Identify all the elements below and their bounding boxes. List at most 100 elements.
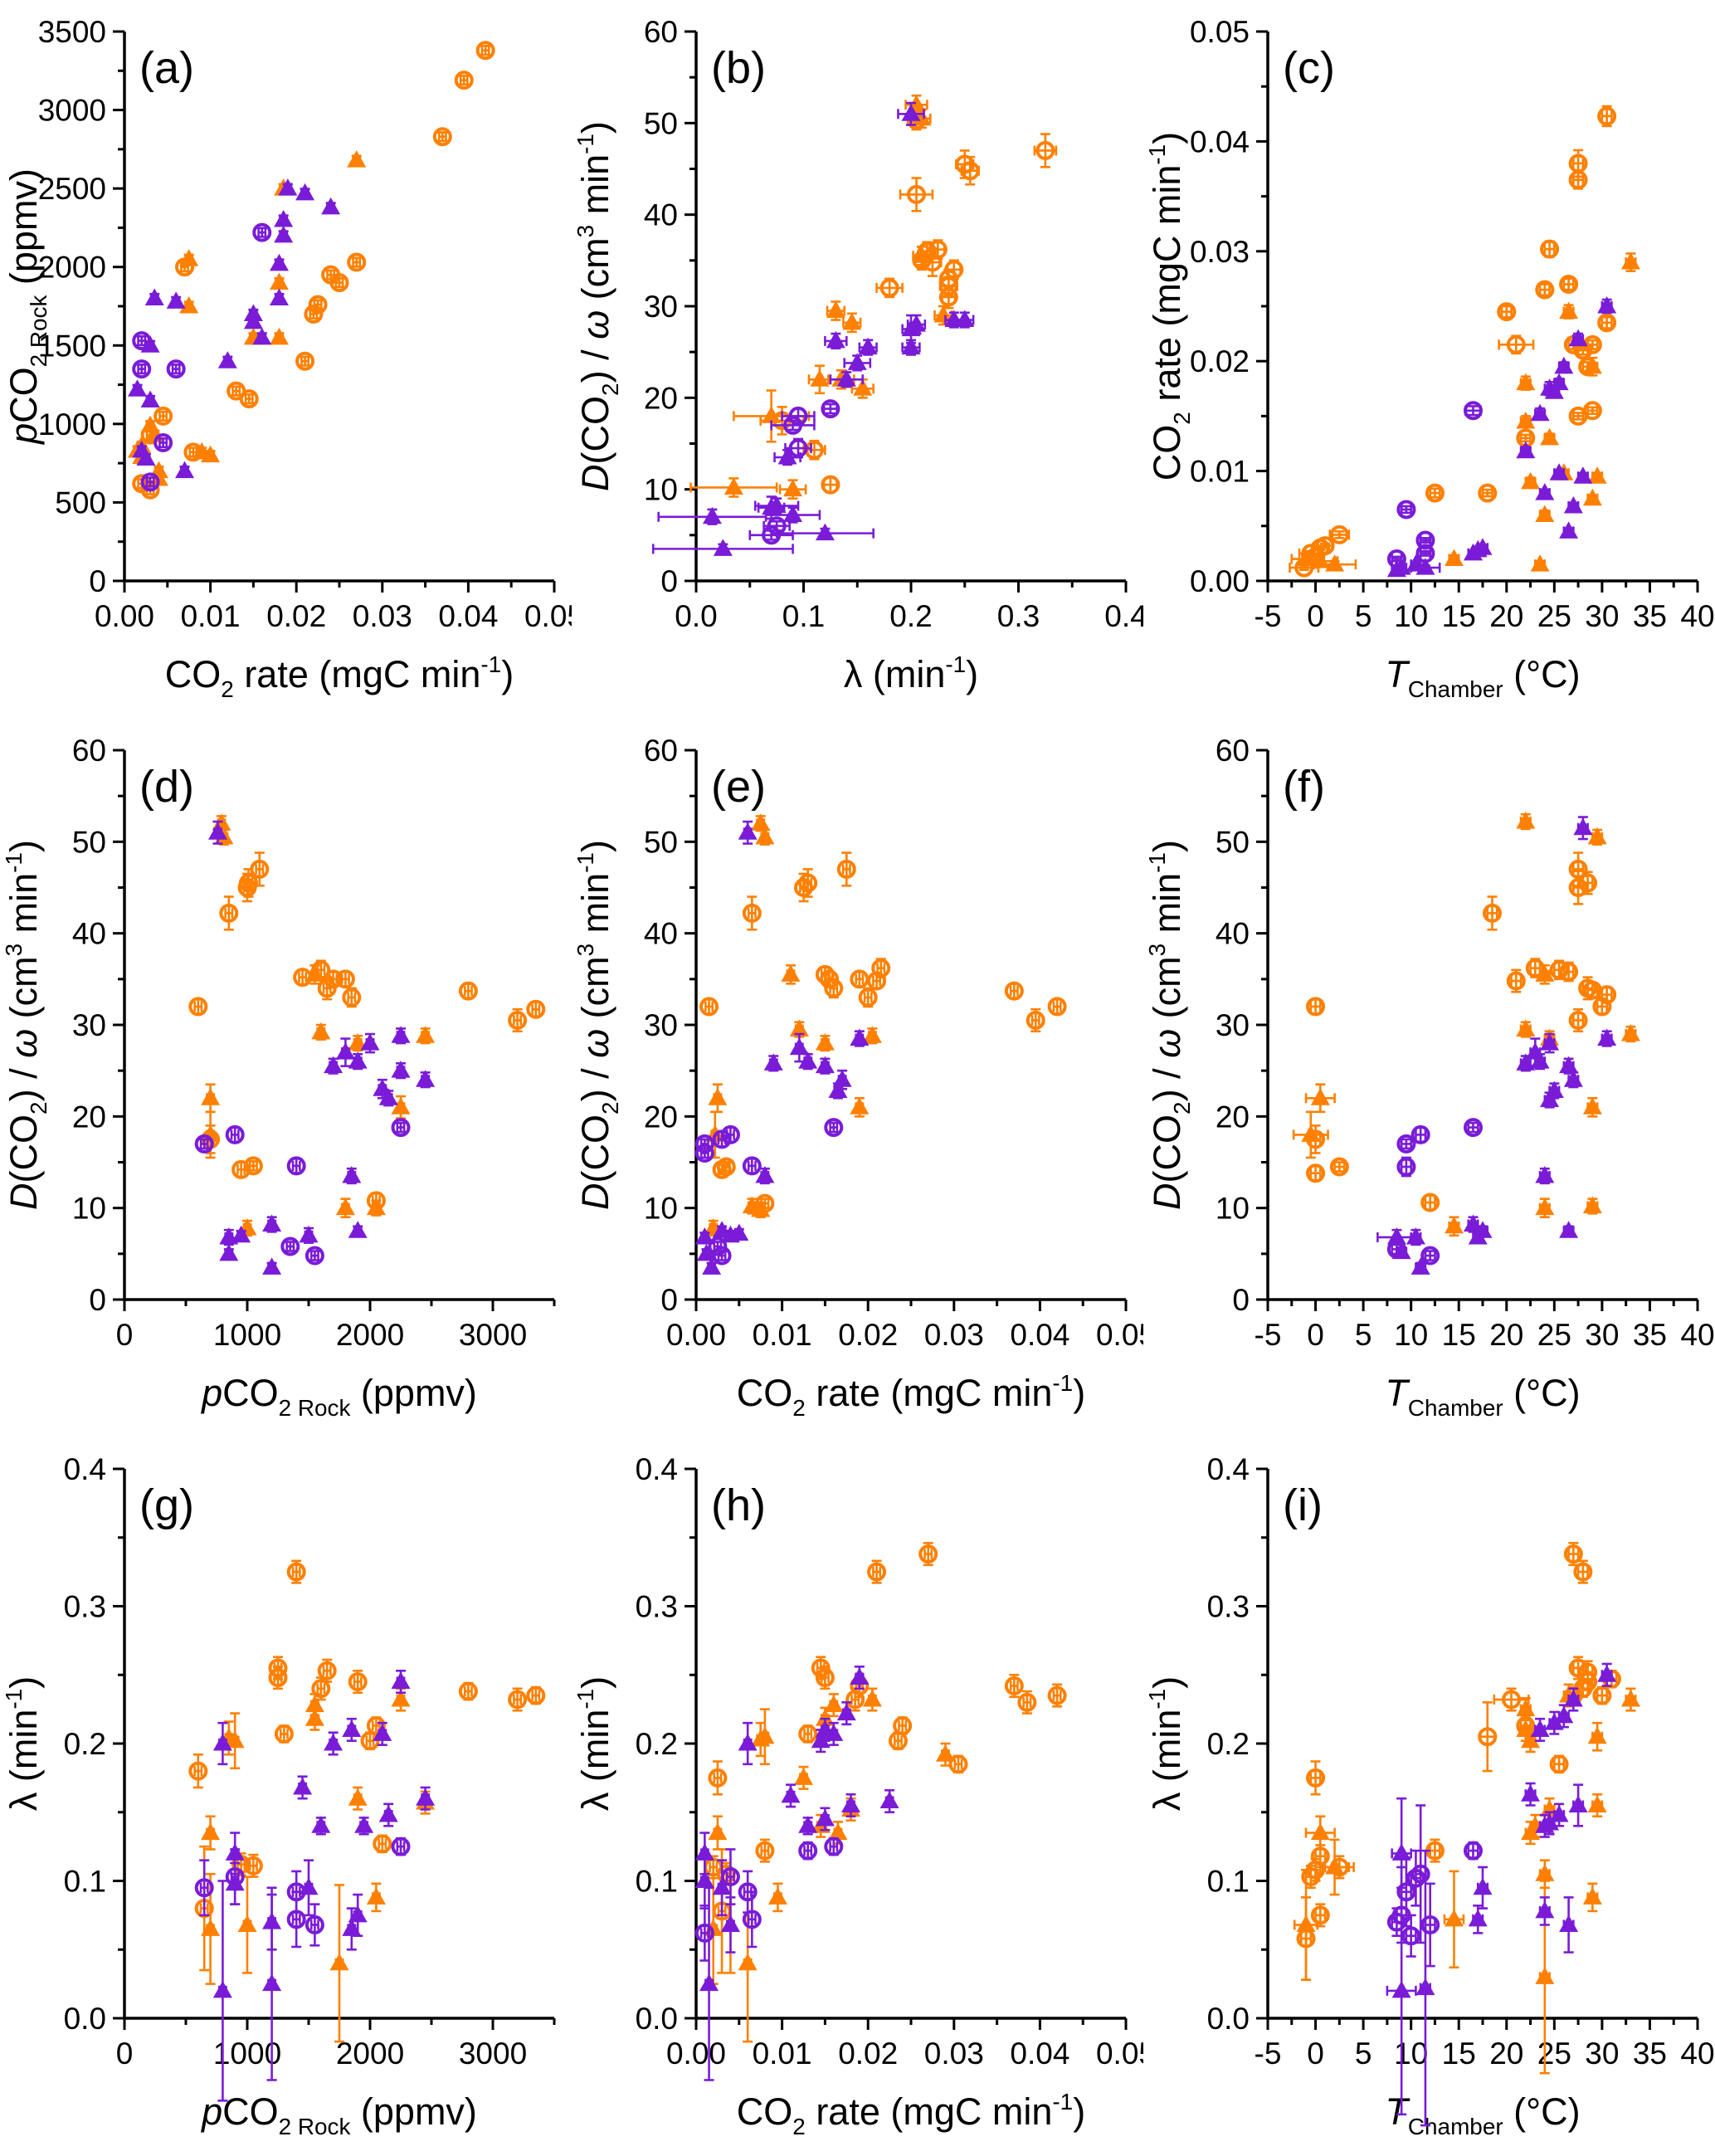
data-point <box>906 315 926 332</box>
data-point <box>342 1919 362 1936</box>
error-bars <box>1586 339 1599 350</box>
data-point <box>305 1709 324 1726</box>
data-point <box>901 104 921 121</box>
y-tick-label: 0.2 <box>64 1727 106 1761</box>
data-point <box>694 1923 714 1943</box>
y-tick-label: 0.1 <box>64 1865 106 1899</box>
data-point <box>391 1026 411 1043</box>
data-point <box>1620 252 1640 270</box>
y-tick-label: 50 <box>72 825 106 859</box>
data-point <box>1597 1028 1617 1046</box>
error-bars <box>1405 1914 1417 1958</box>
data-point <box>416 1070 436 1087</box>
data-point <box>391 1097 411 1115</box>
data-point <box>1410 1124 1430 1144</box>
panel-letter: (d) <box>139 762 194 812</box>
error-bars <box>231 385 241 397</box>
data-point <box>1325 554 1345 572</box>
data-point <box>815 1056 835 1074</box>
data-point <box>348 1221 368 1238</box>
data-point <box>1306 997 1326 1017</box>
data-point <box>824 1724 844 1741</box>
error-bars <box>1500 305 1513 319</box>
data-point <box>1568 170 1588 190</box>
x-tick-label: 10 <box>1394 2036 1428 2071</box>
x-tick-label: 0.01 <box>753 2036 812 2071</box>
series-purple-triangle <box>651 101 975 556</box>
data-point <box>1047 997 1067 1017</box>
data-point <box>1549 373 1569 391</box>
y-tick-label: 40 <box>644 198 678 232</box>
series-purple-circle <box>132 222 272 492</box>
x-tick-label: 30 <box>1585 1318 1619 1352</box>
data-point <box>1544 1713 1564 1730</box>
series-purple-circle <box>194 1118 411 1266</box>
x-tick-label: 1000 <box>213 2036 281 2071</box>
data-point <box>777 447 797 465</box>
data-point <box>1535 1198 1555 1216</box>
data-point <box>305 1695 324 1713</box>
data-point <box>342 1166 362 1183</box>
data-point <box>311 1022 331 1040</box>
data-point <box>729 1223 749 1241</box>
data-point <box>781 1785 801 1803</box>
y-tick-label: 60 <box>72 734 106 768</box>
data-point <box>1425 483 1445 503</box>
error-bars <box>1538 283 1551 297</box>
data-point <box>708 1088 728 1105</box>
y-tick-label: 0.05 <box>1190 15 1250 49</box>
x-tick-label: 0 <box>1307 2036 1324 2071</box>
data-point <box>1530 403 1550 422</box>
y-tick-label: 0.4 <box>1207 1452 1250 1486</box>
error-bars <box>1419 548 1431 559</box>
data-point <box>225 1730 245 1749</box>
error-bars <box>1424 1882 1436 1968</box>
error-bars <box>822 402 838 415</box>
y-tick-label: 10 <box>1216 1192 1250 1226</box>
data-point <box>789 1037 809 1056</box>
x-tick-label: 25 <box>1537 2036 1571 2071</box>
data-point <box>789 1019 809 1037</box>
x-tick-label: 0.04 <box>438 599 498 633</box>
series-orange-circle <box>132 41 495 500</box>
data-point <box>140 472 160 492</box>
y-tick-label: 500 <box>55 485 106 519</box>
error-bars <box>351 256 362 268</box>
x-tick-label: 35 <box>1633 1318 1667 1352</box>
data-point <box>348 1033 368 1051</box>
series-orange-triangle <box>201 813 436 1237</box>
data-point <box>1573 817 1593 836</box>
data-point <box>755 1166 775 1183</box>
panel-letter: (e) <box>711 762 766 812</box>
data-point <box>144 288 164 306</box>
y-tick-label: 50 <box>644 825 678 859</box>
data-point <box>373 1834 392 1854</box>
y-tick-label: 0 <box>89 564 106 598</box>
data-point <box>1329 1157 1349 1177</box>
error-bars <box>396 1121 406 1134</box>
data-point <box>1415 558 1435 575</box>
data-point <box>1568 1010 1588 1030</box>
y-tick-label: 3500 <box>38 15 106 49</box>
data-point <box>348 1905 368 1923</box>
data-point <box>1017 1692 1037 1712</box>
data-point <box>751 813 771 831</box>
y-tick-label: 20 <box>644 1100 678 1134</box>
series-purple-triangle <box>128 178 341 479</box>
error-bars <box>712 1760 723 1796</box>
data-point <box>207 822 227 840</box>
x-tick-label: 0.04 <box>1010 2036 1069 2071</box>
error-bars <box>1309 1760 1322 1796</box>
error-bars <box>1424 1250 1436 1261</box>
series-orange-circle <box>1306 851 1617 1212</box>
data-point <box>366 1198 386 1216</box>
x-tick-label: 0.00 <box>666 1318 726 1352</box>
y-tick-label: 2500 <box>38 172 106 206</box>
data-point <box>862 1026 882 1043</box>
data-point <box>742 903 762 923</box>
data-point <box>237 1915 257 1932</box>
data-point <box>1559 521 1579 539</box>
data-point <box>274 1724 294 1744</box>
data-point <box>293 1777 313 1795</box>
error-bars <box>136 363 147 375</box>
